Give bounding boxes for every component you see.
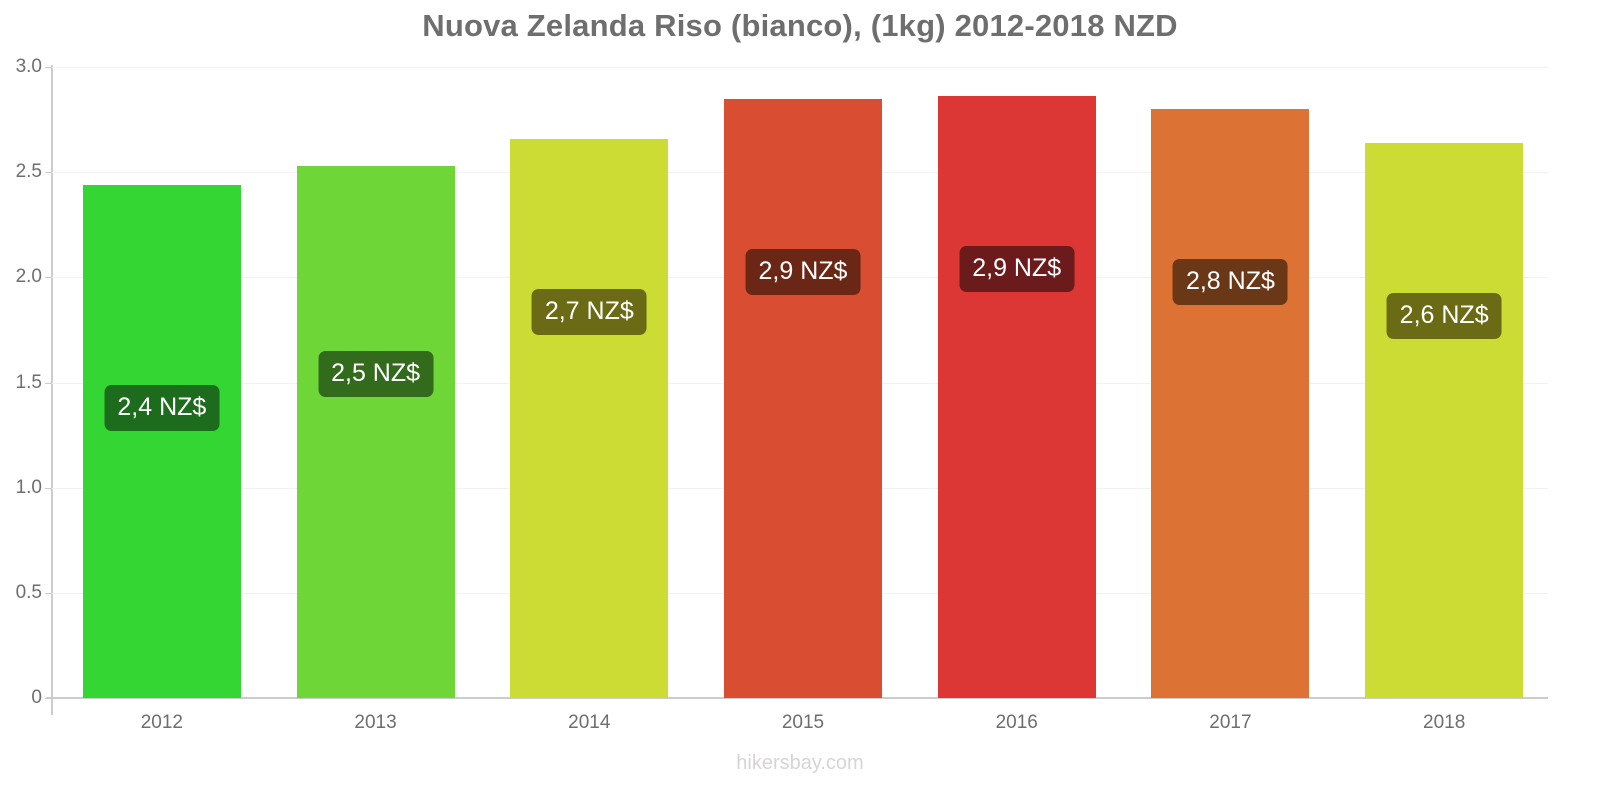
y-axis-tick-mark bbox=[45, 592, 52, 594]
y-axis-tick-label: 0 bbox=[31, 687, 42, 708]
bar-value-label: 2,7 NZ$ bbox=[531, 288, 647, 335]
bar[interactable] bbox=[1151, 109, 1310, 698]
y-axis-tick-label: 2.5 bbox=[15, 161, 42, 183]
bar[interactable] bbox=[82, 184, 241, 698]
y-axis-tick-mark bbox=[45, 277, 52, 279]
x-axis-tick-label: 2018 bbox=[1423, 712, 1466, 733]
gridline bbox=[52, 67, 1548, 68]
y-axis-tick-label: 3.0 bbox=[15, 56, 42, 77]
x-axis-tick-label: 2015 bbox=[781, 712, 825, 733]
y-axis-line bbox=[51, 65, 53, 715]
y-axis-tick-mark bbox=[45, 487, 52, 489]
y-axis-tick-label: 1.5 bbox=[15, 371, 42, 393]
x-axis-tick-label: 2016 bbox=[995, 712, 1038, 733]
plot-area: 2,4 NZ$ 2,5 NZ$ 2,7 NZ$ 2,9 NZ$ 2,9 NZ$ 2,8 N… bbox=[52, 67, 1548, 698]
y-axis-tick-label: 1.0 bbox=[15, 476, 42, 498]
watermark: hikersbay.com bbox=[736, 752, 864, 774]
x-axis-line bbox=[46, 697, 1548, 699]
y-axis-tick-mark bbox=[45, 67, 52, 68]
chart-title: Nuova Zelanda Riso (bianco), (1kg) 2012-… bbox=[422, 8, 1178, 43]
bar-value-label: 2,5 NZ$ bbox=[318, 350, 434, 397]
bar[interactable] bbox=[510, 138, 669, 698]
y-axis-tick-mark bbox=[45, 172, 52, 174]
bar[interactable] bbox=[937, 96, 1096, 698]
y-axis-tick-label: 0.5 bbox=[15, 581, 42, 603]
x-axis-tick-label: 2014 bbox=[568, 712, 611, 733]
bar-value-label: 2,9 NZ$ bbox=[745, 248, 861, 295]
bar-value-label: 2,9 NZ$ bbox=[959, 246, 1075, 293]
x-axis-tick-label: 2017 bbox=[1209, 712, 1252, 733]
bar[interactable] bbox=[724, 98, 882, 698]
bar[interactable] bbox=[296, 165, 455, 698]
y-axis-tick-label: 2.0 bbox=[15, 266, 42, 288]
bar-value-label: 2,8 NZ$ bbox=[1172, 259, 1288, 306]
x-axis-tick-label: 2012 bbox=[140, 712, 183, 733]
bar-value-label: 2,4 NZ$ bbox=[104, 384, 220, 431]
bar-value-label: 2,6 NZ$ bbox=[1386, 292, 1502, 339]
y-axis-tick-mark bbox=[45, 382, 52, 384]
x-axis-tick-label: 2013 bbox=[354, 712, 397, 733]
bar[interactable] bbox=[1365, 142, 1524, 698]
